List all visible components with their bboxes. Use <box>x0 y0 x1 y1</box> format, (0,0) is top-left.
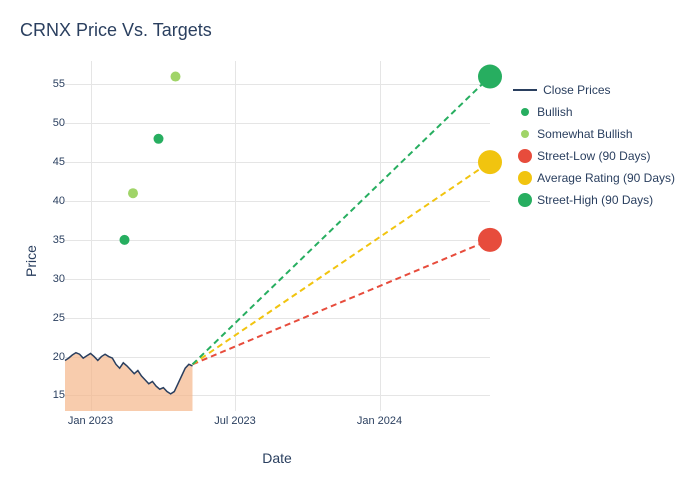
target-line <box>193 162 491 364</box>
y-tick: 15 <box>53 389 65 401</box>
legend-swatch <box>521 130 529 138</box>
x-axis-label: Date <box>262 450 292 466</box>
y-tick: 45 <box>53 156 65 168</box>
legend: Close Prices Bullish Somewhat Bullish Stree… <box>513 81 675 213</box>
legend-item: Close Prices <box>513 81 675 99</box>
legend-label: Street-Low (90 Days) <box>537 149 650 163</box>
x-tick: Jul 2023 <box>214 415 256 427</box>
legend-item: Bullish <box>513 103 675 121</box>
target-marker <box>478 65 502 89</box>
legend-label: Somewhat Bullish <box>537 127 632 141</box>
somewhat-bullish-point <box>171 72 181 82</box>
legend-label: Average Rating (90 Days) <box>537 171 675 185</box>
legend-label: Street-High (90 Days) <box>537 193 653 207</box>
legend-swatch <box>518 171 532 185</box>
legend-item: Street-High (90 Days) <box>513 191 675 209</box>
chart-container: CRNX Price Vs. Targets Price 15202530354… <box>0 0 700 500</box>
somewhat-bullish-point <box>128 188 138 198</box>
plot-area: Price 152025303540455055 Jan 2023Jul 202… <box>20 51 680 471</box>
legend-label: Bullish <box>537 105 572 119</box>
legend-label: Close Prices <box>543 83 610 97</box>
y-axis-label: Price <box>23 245 39 277</box>
target-marker <box>478 150 502 174</box>
y-tick: 30 <box>53 273 65 285</box>
chart-title: CRNX Price Vs. Targets <box>20 20 690 41</box>
target-line <box>193 77 491 365</box>
x-tick: Jan 2023 <box>68 415 113 427</box>
bullish-point <box>120 235 130 245</box>
y-tick: 35 <box>53 234 65 246</box>
legend-swatch <box>521 108 529 116</box>
chart-svg <box>65 61 490 411</box>
inner-plot: 152025303540455055 Jan 2023Jul 2023Jan 2… <box>65 61 490 411</box>
legend-item: Average Rating (90 Days) <box>513 169 675 187</box>
legend-swatch <box>518 193 532 207</box>
y-tick: 25 <box>53 312 65 324</box>
bullish-point <box>154 134 164 144</box>
target-marker <box>478 228 502 252</box>
target-line <box>193 240 491 364</box>
legend-swatch <box>518 149 532 163</box>
legend-item: Somewhat Bullish <box>513 125 675 143</box>
y-tick: 40 <box>53 195 65 207</box>
y-tick: 20 <box>53 351 65 363</box>
legend-swatch <box>513 89 537 91</box>
close-price-area <box>65 353 193 411</box>
legend-item: Street-Low (90 Days) <box>513 147 675 165</box>
y-tick: 50 <box>53 117 65 129</box>
y-tick: 55 <box>53 78 65 90</box>
x-tick: Jan 2024 <box>357 415 402 427</box>
